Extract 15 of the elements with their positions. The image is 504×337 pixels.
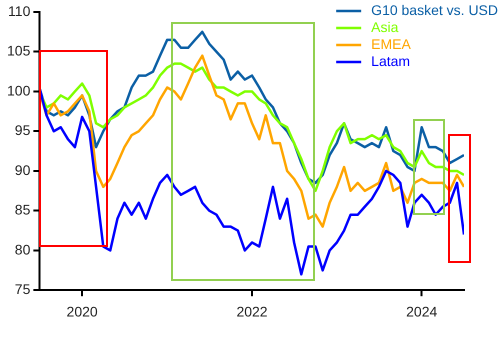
legend-label: Latam xyxy=(371,52,410,69)
y-tick-label: 95 xyxy=(14,122,31,138)
y-tick-label: 100 xyxy=(7,82,31,98)
y-tick-label: 75 xyxy=(14,281,31,298)
y-tick-label: 105 xyxy=(7,42,31,59)
legend-label: Asia xyxy=(371,18,399,35)
legend-label: EMEA xyxy=(371,36,412,52)
x-tick-label: 2020 xyxy=(66,303,98,320)
x-tick-label: 2022 xyxy=(236,303,268,320)
legend-label: G10 basket vs. USD xyxy=(371,2,498,18)
y-tick-label: 110 xyxy=(8,2,31,19)
x-tick-label: 2024 xyxy=(406,303,438,320)
y-tick-label: 90 xyxy=(14,162,31,178)
y-tick-label: 80 xyxy=(14,241,31,258)
y-tick-label: 85 xyxy=(14,202,31,218)
